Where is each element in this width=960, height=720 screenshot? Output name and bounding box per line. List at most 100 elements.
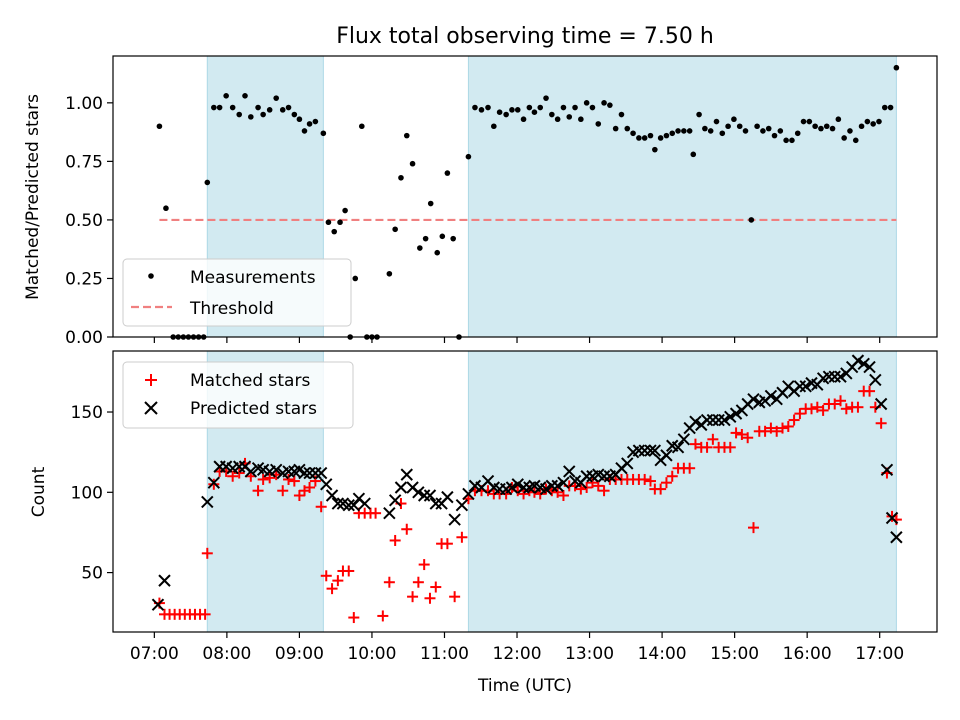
measurement-point-62 [526,104,533,111]
predicted-point-79 [671,441,685,454]
measurement-point-124 [881,104,888,111]
matched-point-85 [644,475,656,487]
legend-measurements-label: Measurements [190,268,316,288]
measurement-point-95 [713,118,720,125]
measurement-points [156,64,900,340]
measurement-point-78 [618,111,625,118]
measurement-point-120 [858,123,865,130]
top-y-tick-label-1: 0.25 [65,269,103,289]
measurement-point-58 [503,111,509,118]
matched-point-29 [315,501,327,513]
matched-point-46 [412,576,424,588]
measurement-point-22 [285,104,292,111]
measurement-point-21 [279,107,286,113]
measurement-point-89 [681,128,687,134]
matched-point-18 [252,485,264,497]
matched-point-107 [771,425,783,437]
matched-point-111 [794,408,806,420]
measurement-point-110 [800,118,807,125]
matched-point-49 [430,581,442,593]
measurement-point-1 [163,205,169,212]
measurement-point-13 [229,104,236,111]
predicted-point-21 [314,466,328,480]
predicted-point-19 [303,466,316,480]
measurement-point-27 [312,118,319,125]
predicted-point-112 [863,360,876,374]
measurement-point-28 [320,130,327,137]
matched-point-14 [227,470,239,482]
bottom-x-axis: 07:00 08:00 09:00 10:00 11:00 12:00 13:00 14:00… [130,632,904,664]
measurement-point-45 [422,235,429,242]
matched-point-19 [257,473,269,485]
predicted-point-31 [388,494,402,507]
measurement-point-75 [601,100,607,106]
measurement-point-87 [669,130,676,137]
measurement-point-81 [636,135,642,141]
predicted-point-106 [828,370,841,383]
measurement-point-74 [595,121,602,127]
matched-point-31 [326,583,338,595]
measurement-point-43 [409,160,416,167]
predicted-point-35 [412,486,425,499]
measurement-point-106 [777,128,784,134]
measurement-point-108 [789,137,795,144]
top-shaded-bands [206,55,897,338]
measurement-point-14 [236,111,243,118]
measurement-point-24 [296,116,303,123]
top-y-tick-label-3: 0.75 [65,152,103,172]
matched-point-105 [759,425,771,437]
predicted-point-23 [325,489,339,502]
measurement-point-73 [589,104,596,111]
matched-point-101 [736,428,748,440]
measurement-point-114 [823,123,830,130]
predicted-point-42 [455,498,469,512]
x-tick-label-0: 07:00 [130,644,179,664]
matched-point-69 [552,486,564,498]
measurement-point-77 [612,125,619,132]
legend-threshold-label: Threshold [189,299,274,319]
predicted-point-73 [638,444,651,457]
predicted-point-36 [417,489,431,502]
bottom-x-axis-label: Time (UTC) [477,676,572,696]
measurement-point-98 [731,116,737,123]
predicted-point-22 [320,478,333,491]
predicted-point-18 [298,466,311,480]
predicted-point-41 [448,513,461,526]
predicted-point-100 [793,380,807,393]
matched-point-34 [343,565,355,577]
measurement-point-107 [783,137,789,144]
top-legend: Measurements Threshold [122,258,352,327]
measurement-point-93 [702,125,708,132]
predicted-point-110 [851,354,865,367]
measurement-point-49 [444,170,451,176]
predicted-point-85 [706,413,720,427]
legend-predicted-marker [144,401,158,415]
matched-point-93 [689,438,701,450]
matched-point-89 [666,470,678,482]
predicted-point-111 [857,357,870,371]
predicted-point-24 [331,497,345,510]
predicted-point-70 [621,457,634,470]
x-tick-label-8: 15:00 [710,644,759,664]
measurement-point-17 [255,104,261,111]
predicted-point-87 [718,413,731,427]
measurement-point-113 [818,125,824,132]
measurement-point-9 [204,179,211,186]
legend-predicted-label: Predicted stars [190,399,317,419]
measurement-point-70 [572,104,578,111]
measurement-point-99 [736,123,743,130]
x-tick-label-3: 10:00 [347,644,396,664]
predicted-stars-points [151,354,903,611]
matched-point-88 [660,477,672,489]
measurement-point-52 [465,153,472,160]
legend-matched-marker [145,374,157,386]
measurement-point-56 [491,123,497,130]
measurement-point-115 [829,125,836,132]
measurement-point-15 [242,93,248,99]
measurement-point-30 [331,228,338,235]
measurement-point-63 [531,109,538,115]
predicted-point-80 [677,433,691,446]
measurement-point-65 [543,95,549,101]
measurement-point-44 [417,245,423,251]
measurement-point-12 [223,93,229,99]
